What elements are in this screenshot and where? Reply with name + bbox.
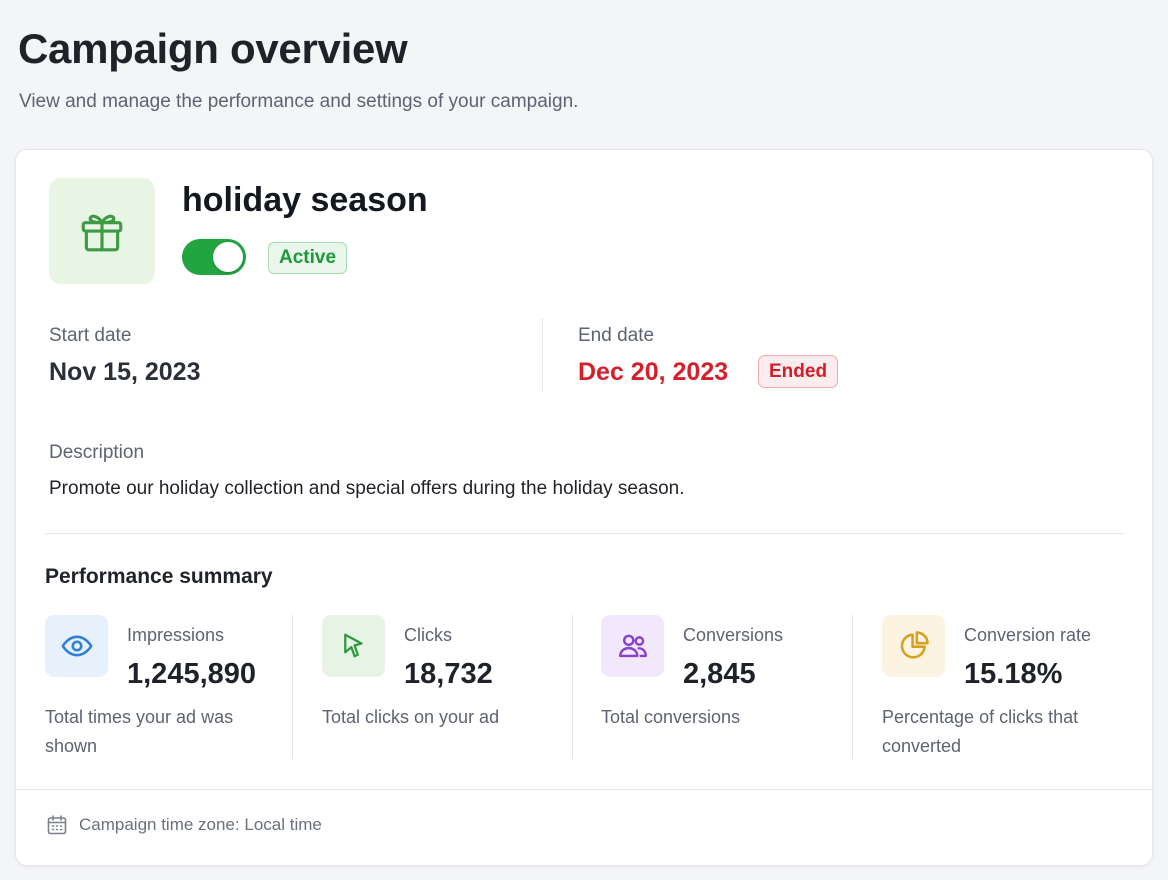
end-date-value: Dec 20, 2023: [578, 358, 729, 386]
metric-conversion-rate: Conversion rate 15.18% Percentage of cli…: [882, 613, 1152, 763]
start-date-value: Nov 15, 2023: [49, 358, 201, 386]
metric-divider: [852, 615, 853, 759]
metric-description: Total times your ad was shown: [45, 707, 234, 756]
metric-icon-box: [882, 615, 945, 677]
calendar-icon: [47, 815, 67, 835]
footer-divider: [16, 789, 1152, 790]
metric-conversions: Conversions 2,845 Total conversions: [601, 613, 871, 763]
metric-impressions: Impressions 1,245,890 Total times your a…: [45, 613, 315, 763]
timezone-text: Campaign time zone: Local time: [79, 815, 322, 834]
metric-icon-box: [601, 615, 664, 677]
metric-description: Percentage of clicks that converted: [882, 707, 1079, 756]
metric-label: Conversions: [683, 625, 784, 645]
page-title: Campaign overview: [18, 25, 408, 72]
metric-icon-box: [45, 615, 108, 677]
cursor-icon: [343, 633, 363, 658]
metric-icon-box: [322, 615, 385, 677]
metric-divider: [572, 615, 573, 759]
toggle-knob: [213, 242, 243, 272]
page-subtitle: View and manage the performance and sett…: [19, 91, 579, 112]
status-badge: Active: [268, 242, 348, 274]
campaign-card: holiday season Active Start date Nov 15,…: [15, 149, 1153, 866]
campaign-active-toggle[interactable]: [182, 239, 246, 275]
ended-badge: Ended: [758, 355, 839, 388]
metric-label: Impressions: [127, 625, 225, 645]
end-date-label: End date: [578, 325, 655, 346]
gift-icon: [81, 214, 123, 252]
performance-summary-title: Performance summary: [45, 565, 273, 588]
metric-value: 1,245,890: [127, 658, 257, 690]
card-footer: Campaign time zone: Local time: [45, 813, 322, 837]
description-text: Promote our holiday collection and speci…: [49, 478, 685, 499]
metric-value: 2,845: [683, 658, 756, 690]
users-icon: [618, 634, 647, 658]
metric-label: Conversion rate: [964, 625, 1092, 645]
start-date-label: Start date: [49, 325, 132, 346]
pie-chart-icon: [900, 631, 929, 659]
metric-description: Total clicks on your ad: [322, 707, 500, 727]
metric-value: 18,732: [404, 658, 493, 690]
metric-label: Clicks: [404, 625, 452, 645]
description-label: Description: [49, 442, 145, 463]
date-divider: [542, 318, 543, 392]
metric-description: Total conversions: [601, 707, 741, 727]
campaign-icon-box: [49, 178, 155, 284]
section-divider: [45, 533, 1125, 534]
metric-value: 15.18%: [964, 658, 1063, 690]
metric-clicks: Clicks 18,732 Total clicks on your ad: [322, 613, 592, 763]
eye-icon: [61, 635, 92, 657]
campaign-name: holiday season: [182, 181, 428, 219]
metric-divider: [292, 615, 293, 759]
